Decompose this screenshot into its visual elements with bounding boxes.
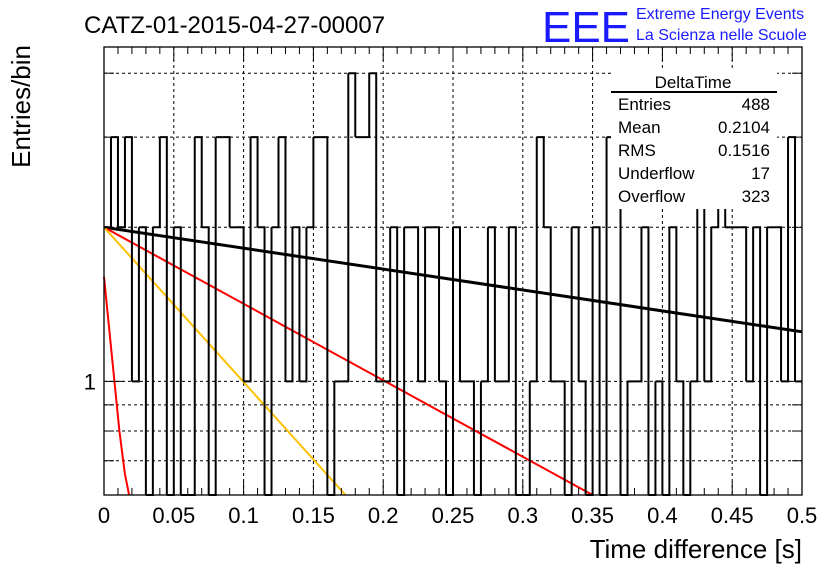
- histogram-bin: [152, 137, 161, 229]
- histogram-bin: [271, 137, 280, 229]
- histogram-bin: [480, 227, 489, 383]
- histogram-bin: [501, 227, 510, 383]
- histogram-bin: [466, 380, 475, 495]
- histogram-bin: [543, 226, 552, 382]
- histogram-bin: [739, 226, 748, 382]
- histogram-bin: [557, 380, 566, 495]
- histogram-bin: [578, 380, 587, 495]
- histogram-bin: [159, 136, 168, 495]
- x-axis-title: Time difference [s]: [590, 534, 802, 564]
- stats-box: DeltaTime Entries 488 Mean 0.2104 RMS 0.1516 U…: [611, 69, 777, 209]
- histogram-bin: [432, 226, 441, 382]
- histogram-bin: [299, 227, 308, 383]
- x-tick-label: 0.45: [711, 503, 754, 528]
- stat-label: Overflow: [618, 187, 686, 206]
- histogram-bin: [439, 380, 448, 495]
- histogram-bin: [655, 380, 664, 495]
- logo-line-1: Extreme Energy Events: [636, 6, 804, 23]
- histogram-bin: [669, 226, 678, 382]
- y-tick-labels: 1: [84, 369, 96, 394]
- stat-label: Underflow: [618, 164, 695, 183]
- histogram-bin: [390, 226, 399, 495]
- histogram-bin: [250, 136, 259, 228]
- stat-value: 488: [742, 95, 770, 114]
- x-tick-label: 0.1: [228, 503, 259, 528]
- histogram-bin: [704, 227, 713, 383]
- x-tick-label: 0.5: [787, 503, 818, 528]
- x-tick-labels: 0 0.05 0.1 0.15 0.2 0.25 0.3 0.35 0.4 0.45 0.5: [98, 503, 817, 528]
- y-axis-title: Entries/bin: [6, 45, 36, 168]
- stat-value: 17: [751, 164, 770, 183]
- stats-title: DeltaTime: [655, 73, 732, 92]
- histogram-bin: [592, 226, 601, 495]
- stat-label: Entries: [618, 95, 671, 114]
- histogram-bin: [285, 227, 294, 383]
- histogram-bin: [243, 137, 252, 383]
- x-tick-label: 0.4: [647, 503, 678, 528]
- histogram-bin: [641, 226, 650, 495]
- x-tick-label: 0: [98, 503, 110, 528]
- histogram-bin: [571, 226, 580, 382]
- chart-title: CATZ-01-2015-04-27-00007: [84, 12, 385, 39]
- histogram-bin: [369, 72, 378, 382]
- histogram-bin: [173, 226, 182, 495]
- histogram-bin: [453, 226, 461, 382]
- histogram-bin: [348, 72, 357, 138]
- stats-rows: Entries 488 Mean 0.2104 RMS 0.1516 Underflow 17…: [618, 95, 770, 206]
- fit-curve: [103, 226, 347, 496]
- histogram-bin: [117, 137, 126, 229]
- x-tick-label: 0.35: [571, 503, 614, 528]
- histogram-bin: [487, 226, 496, 382]
- stat-value: 0.2104: [718, 118, 770, 137]
- histogram-bin: [753, 226, 762, 495]
- histogram-bin: [278, 136, 287, 382]
- histogram-bin: [131, 227, 140, 383]
- logo-mark: EEE: [542, 3, 630, 52]
- histogram-bin: [320, 136, 329, 495]
- fit-curve: [103, 276, 131, 496]
- logo-line-2: La Scienza nelle Scuole: [636, 27, 807, 44]
- histogram-bin: [257, 226, 266, 495]
- histogram-bin: [236, 226, 245, 382]
- x-tick-label: 0.2: [368, 503, 399, 528]
- histogram-bin: [676, 380, 685, 495]
- histogram-bin: [341, 73, 350, 383]
- stat-value: 323: [742, 187, 770, 206]
- histogram-bin: [194, 136, 203, 228]
- histogram-bin: [292, 226, 301, 382]
- histogram-bin: [774, 226, 783, 382]
- eee-logo: EEE Extreme Energy Events La Scienza nel…: [542, 3, 807, 52]
- stat-value: 0.1516: [718, 141, 770, 160]
- histogram-bin: [201, 226, 210, 495]
- histogram-bin: [306, 137, 315, 229]
- histogram-bin: [383, 227, 392, 383]
- histogram-bin: [634, 227, 643, 383]
- y-tick-label: 1: [84, 369, 96, 394]
- histogram-bin: [138, 226, 147, 495]
- histogram-bin: [690, 137, 699, 383]
- histogram-bin: [222, 136, 231, 228]
- x-tick-label: 0.15: [292, 503, 335, 528]
- x-tick-label: 0.3: [508, 503, 539, 528]
- histogram-bin: [124, 136, 133, 382]
- histogram-bin: [536, 136, 545, 228]
- histogram-bin: [746, 227, 755, 383]
- axis-ticks: [103, 47, 803, 496]
- x-tick-label: 0.05: [152, 503, 195, 528]
- histogram-bin: [418, 227, 427, 383]
- histogram-bin: [411, 226, 420, 382]
- x-tick-label: 0.25: [432, 503, 475, 528]
- histogram-bin: [508, 226, 517, 495]
- histogram-bin: [362, 73, 371, 139]
- histogram-bin: [529, 137, 538, 383]
- stat-label: RMS: [618, 141, 656, 160]
- stat-label: Mean: [618, 118, 661, 137]
